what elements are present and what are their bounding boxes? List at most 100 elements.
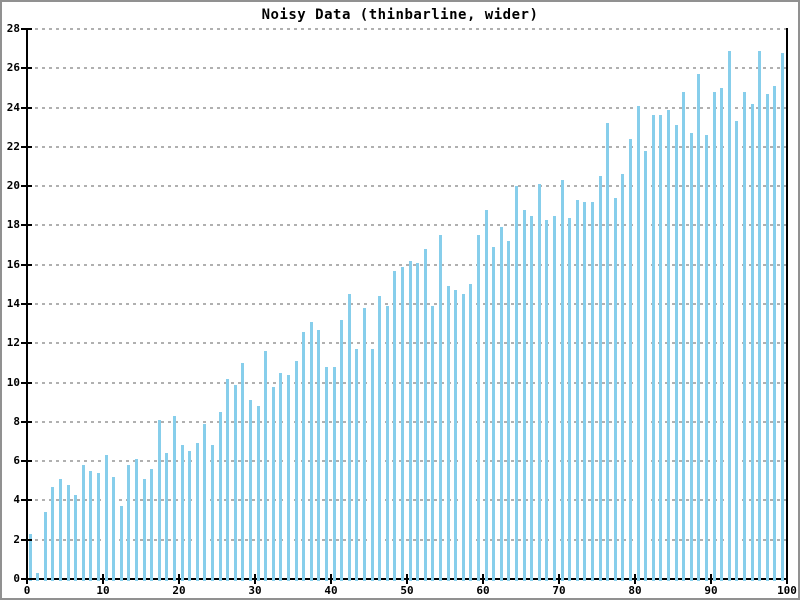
bar [561, 180, 564, 581]
bar [196, 443, 199, 581]
bar [735, 121, 738, 581]
x-tick [178, 574, 180, 584]
x-tick-label: 70 [552, 584, 566, 597]
gridline [28, 145, 787, 148]
y-tick [21, 106, 32, 109]
y-tick [21, 499, 32, 502]
bar [545, 219, 548, 581]
bar [500, 227, 503, 581]
gridline [28, 499, 787, 502]
x-tick [634, 574, 636, 584]
bar [667, 109, 670, 581]
y-tick [21, 145, 32, 148]
bar [44, 512, 47, 581]
bar [150, 469, 153, 581]
bar [287, 374, 290, 581]
x-tick [406, 574, 408, 584]
x-tick-label: 20 [172, 584, 186, 597]
bar [211, 445, 214, 581]
bar [386, 305, 389, 581]
x-tick [786, 574, 788, 584]
bar [781, 52, 784, 581]
y-tick-label: 28 [6, 22, 20, 35]
y-tick-label: 20 [6, 179, 20, 193]
bar [393, 270, 396, 581]
bar [401, 266, 404, 581]
gridline [28, 342, 787, 345]
bar [257, 406, 260, 581]
bar [363, 307, 366, 581]
bar [743, 91, 746, 581]
bar [51, 486, 54, 581]
y-tick [21, 538, 32, 541]
bar [538, 184, 541, 581]
bar [728, 50, 731, 581]
y-tick [21, 28, 32, 30]
x-tick-label: 60 [476, 584, 490, 597]
bar [492, 247, 495, 581]
y-tick [21, 342, 32, 345]
bar [279, 372, 282, 581]
bar [469, 284, 472, 581]
bar [637, 105, 640, 581]
y-tick-label: 26 [6, 61, 20, 75]
bar [165, 453, 168, 581]
bar [241, 362, 244, 581]
bar [523, 209, 526, 581]
bar [447, 286, 450, 581]
bar [36, 573, 39, 581]
y-tick-label: 24 [6, 100, 20, 114]
bar [249, 400, 252, 581]
gridline [28, 538, 787, 541]
gridline [28, 381, 787, 384]
bar [234, 384, 237, 581]
bar [659, 115, 662, 581]
gridline [28, 420, 787, 423]
bar [325, 366, 328, 581]
bar [272, 386, 275, 581]
bar [97, 472, 100, 581]
bar [652, 115, 655, 581]
bar [409, 260, 412, 581]
bar [264, 351, 267, 581]
y-tick [21, 381, 32, 384]
bar [105, 455, 108, 581]
y-tick [21, 420, 32, 423]
bar [188, 451, 191, 581]
y-tick [21, 67, 32, 70]
bar [629, 139, 632, 581]
bar [158, 419, 161, 581]
bar [606, 123, 609, 581]
x-tick [26, 574, 28, 584]
bar [295, 360, 298, 581]
y-tick-label: 16 [6, 257, 20, 271]
bar [644, 150, 647, 581]
y-tick-label: 2 [13, 532, 20, 546]
x-tick-label: 90 [704, 584, 718, 597]
y-tick-label: 10 [6, 375, 20, 389]
bar [773, 85, 776, 581]
bar [568, 217, 571, 581]
bar [431, 305, 434, 581]
bar [553, 215, 556, 581]
bar [173, 415, 176, 581]
gridline [28, 106, 787, 109]
right-axis-line [786, 28, 788, 578]
bar [371, 349, 374, 581]
gridline [28, 224, 787, 227]
bar [219, 412, 222, 581]
y-tick-label: 4 [13, 493, 20, 507]
y-tick [21, 224, 32, 227]
y-tick [21, 303, 32, 305]
x-tick [254, 574, 256, 584]
y-tick-label: 14 [6, 297, 20, 310]
bar [507, 241, 510, 581]
bar [720, 87, 723, 581]
y-tick [21, 460, 32, 463]
bar [74, 494, 77, 581]
bar [67, 484, 70, 581]
gridline [28, 303, 787, 305]
bar [462, 294, 465, 581]
bar [120, 506, 123, 581]
x-tick [710, 574, 712, 584]
